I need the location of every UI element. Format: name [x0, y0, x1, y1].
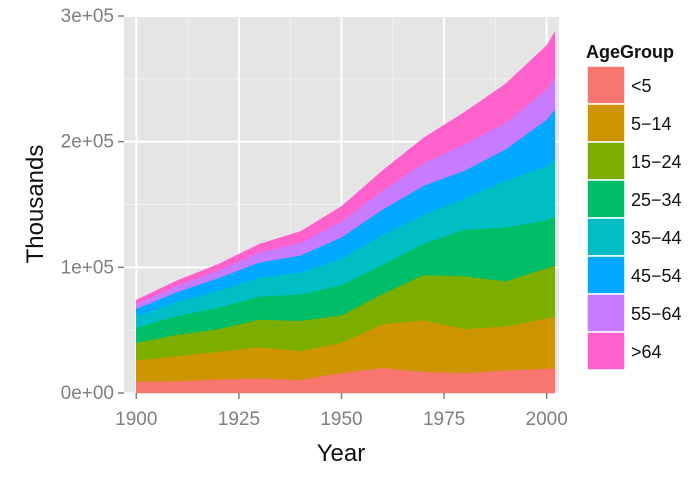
legend-key: [586, 293, 626, 333]
x-tick-label: 1975: [423, 409, 465, 430]
legend-label: 25−34: [631, 190, 682, 210]
legend-label: 15−24: [631, 152, 682, 172]
legend-key: [586, 179, 626, 219]
area-series-7: [136, 30, 556, 305]
legend-key: [586, 217, 626, 257]
legend-label: 55−64: [631, 304, 682, 324]
y-tick-label: 2e+05: [61, 132, 114, 153]
legend-title: AgeGroup: [586, 42, 674, 62]
x-axis-title: Year: [317, 440, 366, 467]
x-tick-label: 1900: [115, 409, 157, 430]
x-tick-label: 2000: [526, 409, 568, 430]
y-axis: 0e+00 1e+05 2e+05 3e+05: [61, 6, 124, 404]
legend-label: 35−44: [631, 228, 682, 248]
legend-key: [586, 141, 626, 181]
x-axis: 1900 1925 1950 1975 2000: [115, 393, 568, 430]
legend-label: 45−54: [631, 266, 682, 286]
y-tick-label: 1e+05: [61, 257, 114, 278]
y-tick-label: 3e+05: [61, 6, 114, 27]
x-tick-label: 1925: [218, 409, 260, 430]
x-tick-label: 1950: [320, 409, 362, 430]
area-series: [136, 30, 556, 394]
y-axis-title: Thousands: [22, 145, 49, 264]
legend: AgeGroup <5 5−14 15−24 25−34 35−44 45−54 55−64…: [586, 42, 682, 371]
legend-label: 5−14: [631, 114, 672, 134]
legend-key: [586, 103, 626, 143]
legend-key: [586, 65, 626, 105]
legend-key: [586, 331, 626, 371]
legend-label: <5: [631, 76, 652, 96]
legend-key: [586, 255, 626, 295]
y-tick-label: 0e+00: [61, 383, 114, 404]
legend-label: >64: [631, 342, 662, 362]
